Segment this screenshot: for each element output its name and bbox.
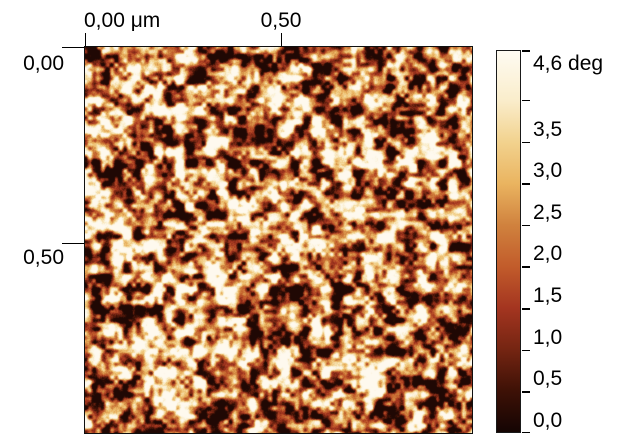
colorbar-tick-mark <box>522 183 530 185</box>
colorbar-tick-mark <box>522 141 530 144</box>
x-axis-tick-mark-origin <box>84 33 86 50</box>
colorbar-tick-mark <box>522 224 530 227</box>
colorbar-tick-label: 0,0 <box>533 409 563 432</box>
colorbar-tick-mark <box>522 431 530 433</box>
colorbar-tick-label: 3,5 <box>533 117 563 141</box>
colorbar-tick-mark <box>522 391 530 393</box>
colorbar-tick-label: 2,0 <box>533 242 563 266</box>
colorbar-tick-label: 0,5 <box>533 367 563 391</box>
colorbar-tick-label: 4,6 deg <box>533 52 604 75</box>
x-axis-tick-label-origin: 0,00 μm <box>84 9 161 32</box>
x-axis-tick-label-050: 0,50 <box>260 9 302 32</box>
afm-phase-image <box>84 46 473 434</box>
y-axis-tick-label-050: 0,50 <box>23 246 64 269</box>
colorbar-tick-label: 2,5 <box>533 200 563 224</box>
colorbar-tick-mark <box>522 50 530 52</box>
colorbar-gradient <box>496 50 521 433</box>
colorbar-tick-mark <box>522 349 530 352</box>
colorbar-tick-label: 3,0 <box>533 159 563 183</box>
colorbar-tick-mark <box>522 99 530 102</box>
colorbar-tick-mark <box>522 308 530 310</box>
colorbar-tick-mark <box>522 266 530 268</box>
x-axis-tick-mark-050 <box>280 33 282 50</box>
colorbar-tick-label: 1,5 <box>533 284 563 308</box>
y-axis-tick-mark-origin <box>62 46 88 48</box>
colorbar-tick-label: 1,0 <box>533 325 563 349</box>
y-axis-tick-label-origin: 0,00 <box>23 52 64 75</box>
y-axis-tick-mark-050 <box>62 242 88 244</box>
